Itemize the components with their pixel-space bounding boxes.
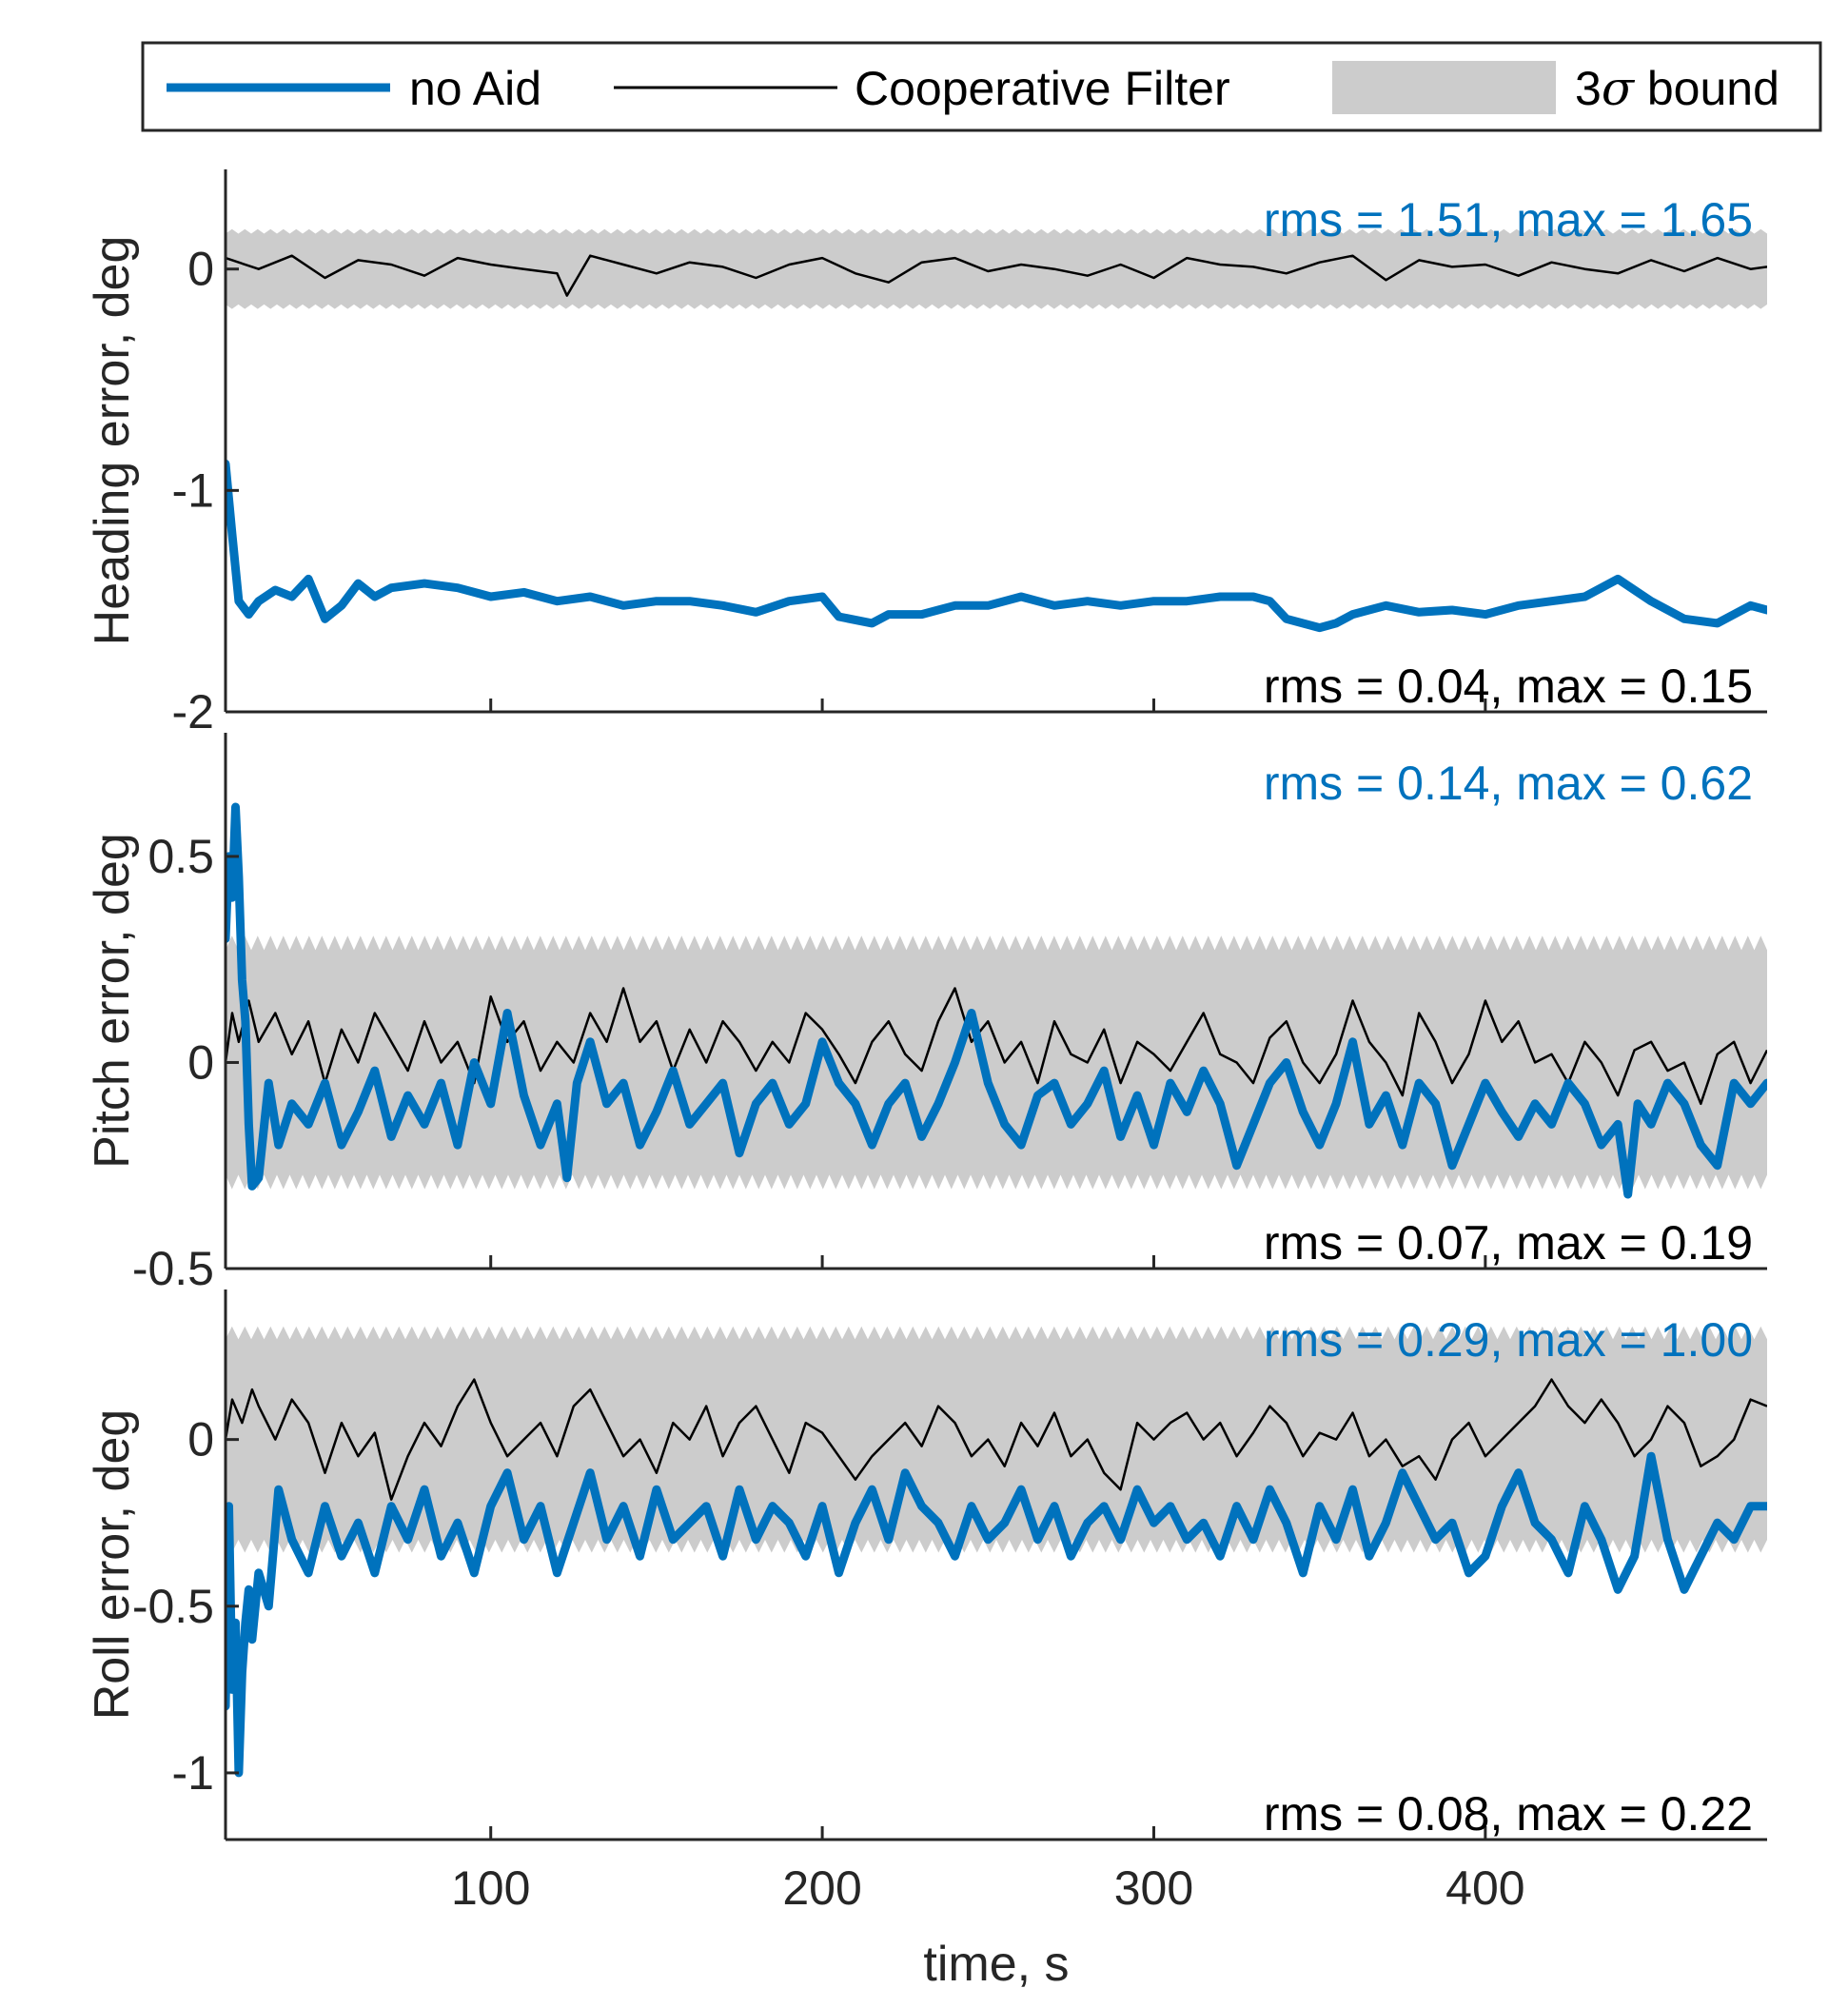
panel-roll: 0 -0.5 -1 Roll error, deg rms = 0.29, max = … (85, 1289, 1767, 1841)
no-aid-line-roll (226, 1451, 1767, 1778)
legend: no Aid Cooperative Filter 3σ bound (141, 41, 1822, 132)
annotation-filter-roll: rms = 0.08, max = 0.22 (1264, 1787, 1753, 1841)
y-tick-label-heading: -1 (172, 463, 214, 517)
x-tick-label: 200 (782, 1861, 861, 1915)
y-tick-label-heading: -2 (172, 685, 214, 738)
panel-pitch: 0.5 0 -0.5 Pitch error, deg rms = 0.14, max … (85, 733, 1767, 1295)
y-tick-label-heading: 0 (187, 243, 214, 296)
annotation-filter-pitch: rms = 0.07, max = 0.19 (1264, 1216, 1753, 1270)
x-axis-label: time, s (923, 1937, 1069, 1992)
panels: 0 -1 -2 Heading error, deg rms = 1.51, max =… (85, 169, 1767, 1841)
filter-line-heading (226, 254, 1767, 297)
legend-filter-label: Cooperative Filter (855, 62, 1230, 115)
y-label-roll: Roll error, deg (85, 1409, 140, 1721)
no-aid-line-pitch (226, 802, 1767, 1199)
y-label-pitch: Pitch error, deg (85, 833, 140, 1169)
bound-band-pitch (226, 935, 1767, 1190)
y-tick-label-pitch: 0 (187, 1035, 214, 1089)
y-tick-label-roll: -0.5 (132, 1580, 214, 1633)
filter-line-roll (226, 1378, 1767, 1501)
y-label-heading: Heading error, deg (85, 236, 140, 646)
legend-bound-swatch (1332, 61, 1556, 114)
y-tick-label-roll: -1 (172, 1746, 214, 1800)
bound-band-roll (226, 1326, 1767, 1553)
annotation-filter-heading: rms = 0.04, max = 0.15 (1264, 659, 1753, 713)
y-tick-label-pitch: 0.5 (147, 830, 214, 883)
no-aid-line-heading (226, 459, 1767, 633)
x-tick-label: 100 (451, 1861, 530, 1915)
y-tick-label-roll: 0 (187, 1413, 214, 1467)
x-tick-label: 400 (1445, 1861, 1524, 1915)
annotation-no-aid-pitch: rms = 0.14, max = 0.62 (1264, 757, 1753, 810)
y-tick-label-pitch: -0.5 (132, 1242, 214, 1295)
annotation-no-aid-roll: rms = 0.29, max = 1.00 (1264, 1313, 1753, 1367)
x-axis: 100 200 300 400 time, s (451, 1861, 1525, 1992)
legend-bound-label: 3σ bound (1575, 61, 1779, 116)
annotation-no-aid-heading: rms = 1.51, max = 1.65 (1264, 193, 1753, 246)
x-tick-label: 300 (1114, 1861, 1193, 1915)
panel-heading: 0 -1 -2 Heading error, deg rms = 1.51, max =… (85, 169, 1767, 738)
legend-no-aid-label: no Aid (409, 62, 541, 115)
